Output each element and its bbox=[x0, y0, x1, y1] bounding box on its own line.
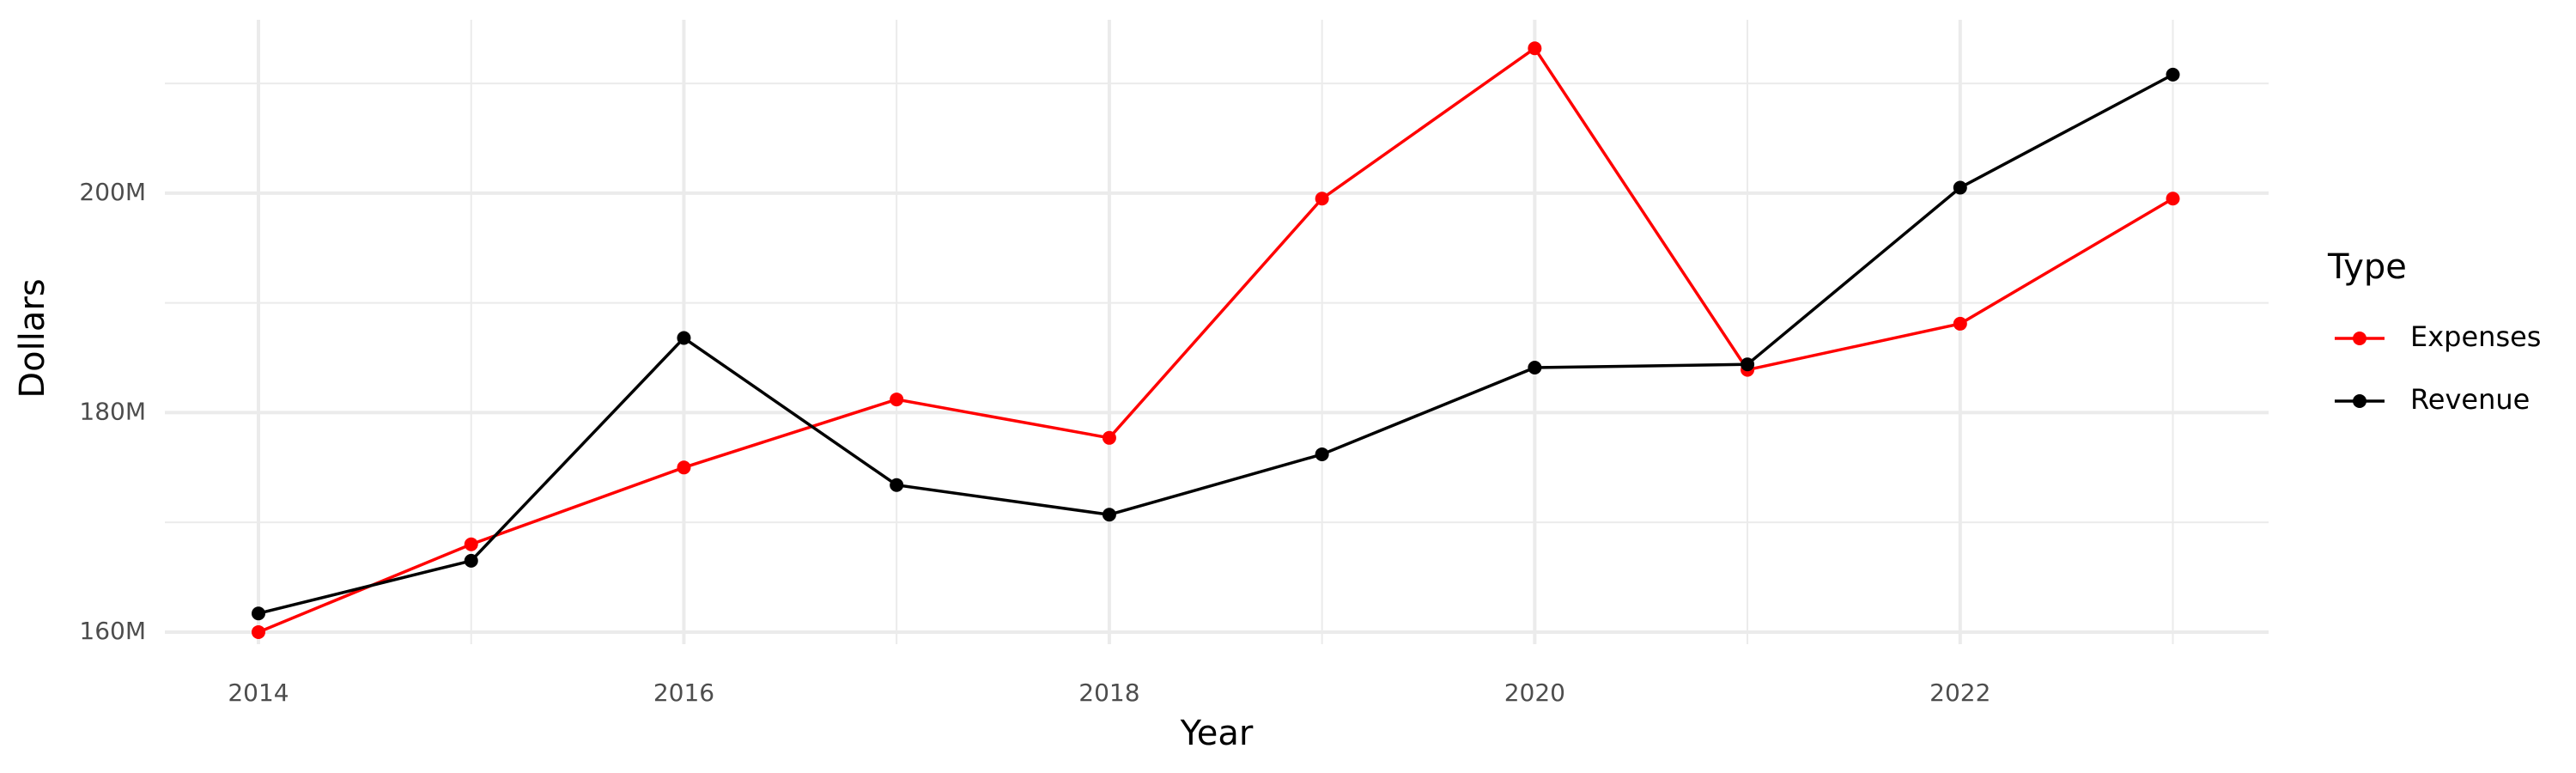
data-point bbox=[1953, 316, 1967, 331]
data-point bbox=[251, 624, 265, 639]
legend-title: Type bbox=[2327, 247, 2407, 287]
data-point bbox=[677, 331, 691, 345]
legend-marker bbox=[2353, 332, 2366, 345]
data-point bbox=[2166, 67, 2180, 82]
data-point bbox=[464, 537, 478, 551]
x-tick-label: 2018 bbox=[1078, 679, 1139, 707]
data-point bbox=[2166, 192, 2180, 206]
data-point bbox=[890, 393, 904, 407]
y-tick-label: 200M bbox=[79, 178, 146, 206]
y-tick-label: 180M bbox=[79, 397, 146, 425]
data-point bbox=[1102, 430, 1116, 445]
data-point bbox=[677, 460, 691, 475]
x-axis-title: Year bbox=[1180, 714, 1254, 753]
data-point bbox=[1528, 361, 1542, 375]
series-line bbox=[258, 73, 2174, 615]
y-tick-label: 160M bbox=[79, 617, 146, 645]
legend-label: Revenue bbox=[2410, 383, 2530, 416]
series-line bbox=[258, 46, 2174, 634]
x-tick-label: 2016 bbox=[653, 679, 714, 707]
y-axis-title: Dollars bbox=[13, 278, 52, 398]
legend-marker bbox=[2353, 394, 2366, 408]
x-tick-label: 2020 bbox=[1504, 679, 1565, 707]
data-point bbox=[1953, 180, 1967, 195]
data-point bbox=[890, 478, 904, 492]
data-point bbox=[464, 553, 478, 568]
x-tick-label: 2022 bbox=[1929, 679, 1990, 707]
data-point bbox=[1315, 192, 1329, 206]
data-point bbox=[1315, 447, 1329, 461]
data-point bbox=[1528, 41, 1542, 56]
x-tick-label: 2014 bbox=[228, 679, 289, 707]
data-point bbox=[1741, 357, 1755, 372]
data-point bbox=[1102, 508, 1116, 522]
legend-label: Expenses bbox=[2410, 320, 2541, 353]
data-point bbox=[251, 606, 265, 621]
